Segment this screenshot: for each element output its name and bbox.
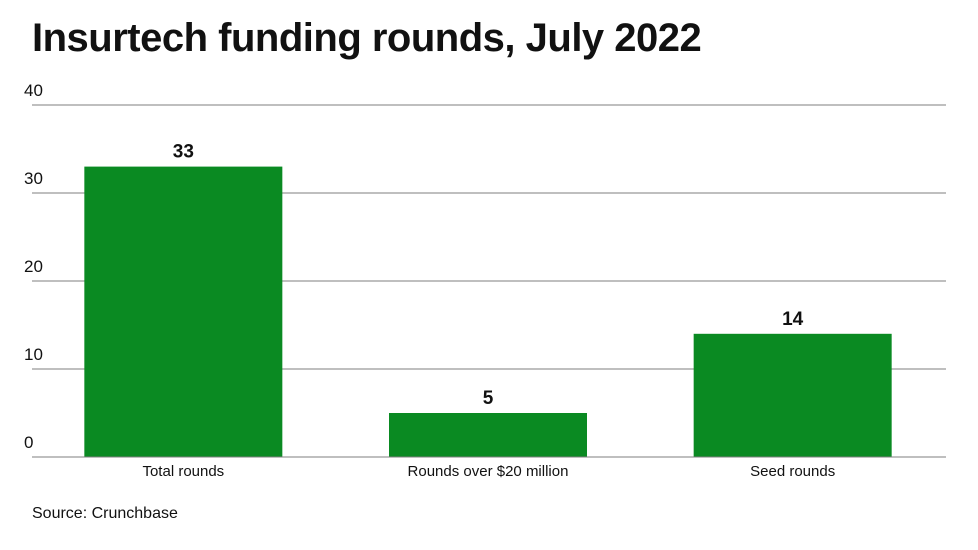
x-tick-label: Total rounds: [142, 463, 224, 480]
source-note: Source: Crunchbase: [32, 505, 178, 523]
y-tick-label: 10: [24, 345, 43, 364]
y-axis-ticks: 0 10 20 30 40: [24, 81, 43, 452]
y-tick-label: 40: [24, 81, 43, 100]
bar-chart: 0 10 20 30 40 33 5 14 Total rounds Rounds over …: [0, 0, 978, 500]
data-label: 5: [483, 388, 494, 409]
bar: [694, 334, 892, 457]
x-tick-label: Seed rounds: [750, 463, 835, 480]
data-label: 14: [782, 309, 804, 330]
y-tick-label: 30: [24, 169, 43, 188]
x-axis-ticks: Total rounds Rounds over $20 million Seed …: [32, 457, 946, 480]
bars: [84, 167, 891, 457]
x-tick-label: Rounds over $20 million: [408, 463, 569, 480]
data-label: 33: [173, 142, 194, 163]
bar: [84, 167, 282, 457]
y-tick-label: 0: [24, 433, 33, 452]
y-tick-label: 20: [24, 257, 43, 276]
bar: [389, 413, 587, 457]
